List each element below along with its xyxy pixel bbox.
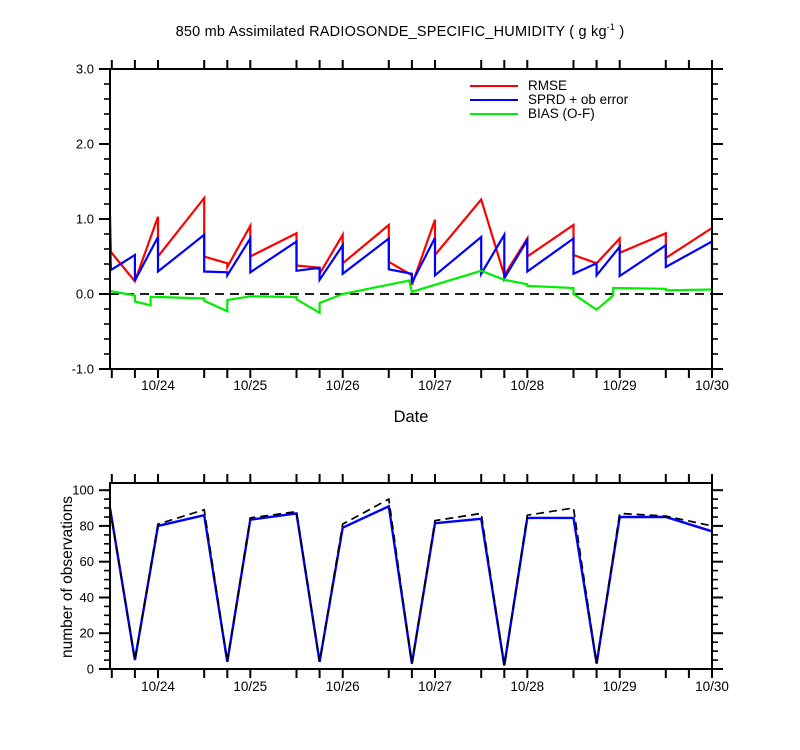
top-panel-x-tick-label: 10/27 (418, 378, 452, 393)
legend: RMSE SPRD + ob error BIAS (O-F) (470, 79, 628, 121)
bottom-panel-x-tick-label: 10/27 (418, 679, 452, 694)
legend-item-rmse: RMSE (470, 79, 628, 93)
bottom-panel-y-tick-label: 20 (80, 626, 94, 641)
top-panel-y-tick-label: -1.0 (72, 362, 94, 377)
chart-title-superscript: -1 (606, 22, 616, 32)
x-axis-title-date: Date (393, 408, 429, 426)
bottom-panel-x-tick-label: 10/24 (141, 679, 175, 694)
top-panel-y-tick-label: 0.0 (76, 287, 94, 302)
top-panel-series-1 (108, 230, 714, 284)
legend-label-bias: BIAS (O-F) (528, 106, 595, 121)
top-panel-y-tick-label: 1.0 (76, 212, 94, 227)
bias-line-swatch (470, 113, 518, 115)
legend-item-sprd: SPRD + ob error (470, 93, 628, 107)
top-panel-x-tick-label: 10/30 (695, 378, 729, 393)
bottom-panel-series-0 (108, 504, 713, 666)
bottom-panel-y-tick-label: 40 (80, 590, 94, 605)
legend-item-bias: BIAS (O-F) (470, 107, 628, 121)
top-panel-x-tick-label: 10/24 (141, 378, 175, 393)
bottom-panel-y-tick-label: 0 (87, 662, 94, 677)
bottom-panel-x-tick-label: 10/25 (233, 679, 267, 694)
chart-title-suffix: ) (615, 23, 625, 40)
bottom-panel-frame (109, 482, 713, 670)
top-panel-y-tick-label: 2.0 (76, 137, 94, 152)
bottom-panel-x-tick-label: 10/28 (510, 679, 544, 694)
top-panel-series-2 (109, 269, 713, 315)
bottom-panel-y-tick-label: 60 (80, 554, 94, 569)
top-panel-x-tick-label: 10/28 (510, 378, 544, 393)
chart-title: 850 mb Assimilated RADIOSONDE_SPECIFIC_H… (0, 22, 800, 40)
top-panel-series-0 (108, 194, 713, 286)
sprd-line-swatch (470, 99, 518, 101)
bottom-panel-x-tick-label: 10/30 (695, 679, 729, 694)
top-panel-x-tick-label: 10/26 (326, 378, 360, 393)
bottom-panel-x-tick-label: 10/29 (603, 679, 637, 694)
top-panel-x-tick-label: 10/25 (233, 378, 267, 393)
legend-label-rmse: RMSE (528, 78, 568, 93)
bottom-panel-x-tick-label: 10/26 (326, 679, 360, 694)
y-axis-title-observations: number of observations (59, 496, 76, 658)
top-panel-y-tick-label: 3.0 (76, 62, 94, 77)
chart-title-text: 850 mb Assimilated RADIOSONDE_SPECIFIC_H… (175, 23, 607, 40)
legend-label-sprd: SPRD + ob error (528, 92, 629, 107)
bottom-panel-series-1 (109, 497, 713, 666)
top-panel-x-tick-label: 10/29 (603, 378, 637, 393)
bottom-panel-y-tick-label: 80 (80, 518, 94, 533)
rmse-line-swatch (470, 85, 518, 87)
bottom-panel-y-tick-label: 100 (72, 483, 94, 498)
